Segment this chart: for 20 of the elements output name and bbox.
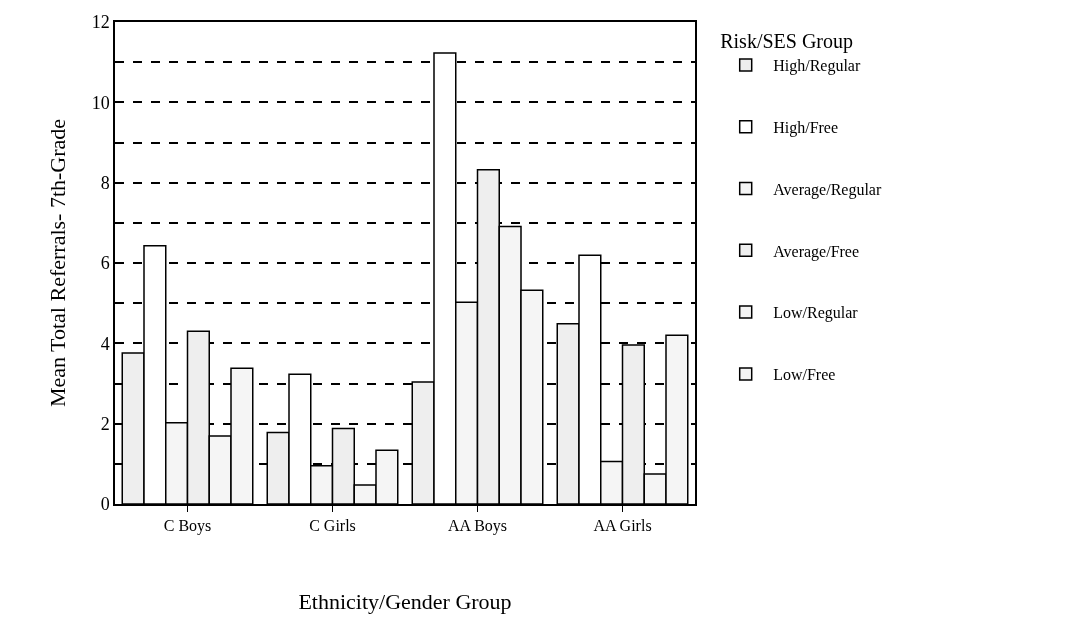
legend-label: High/Regular (773, 57, 861, 76)
y-tick-label: 0 (100, 494, 110, 515)
y-tick-label: 4 (100, 333, 110, 354)
x-tick-label: AA Boys (447, 516, 508, 535)
y-tick-label: 2 (100, 413, 110, 434)
x-axis-title: Ethnicity/Gender Group (298, 589, 512, 615)
legend-label: Low/Free (773, 366, 836, 384)
x-tick-label: C Boys (163, 516, 212, 535)
y-tick-label: 8 (100, 172, 110, 193)
legend-label: Average/Regular (773, 180, 882, 199)
y-tick-label: 10 (91, 92, 110, 113)
y-tick-label: 12 (91, 12, 110, 33)
legend-label: Average/Free (773, 242, 860, 261)
y-tick-label: 6 (100, 253, 110, 274)
y-axis-title: Mean Total Referrals- 7th-Grade (44, 118, 70, 408)
x-tick-label: C Girls (309, 516, 356, 534)
legend-label: Low/Regular (773, 304, 859, 323)
x-tick-label: AA Girls (593, 516, 652, 534)
legend-label: High/Free (773, 118, 839, 137)
legend-title: Risk/SES Group (720, 30, 854, 53)
